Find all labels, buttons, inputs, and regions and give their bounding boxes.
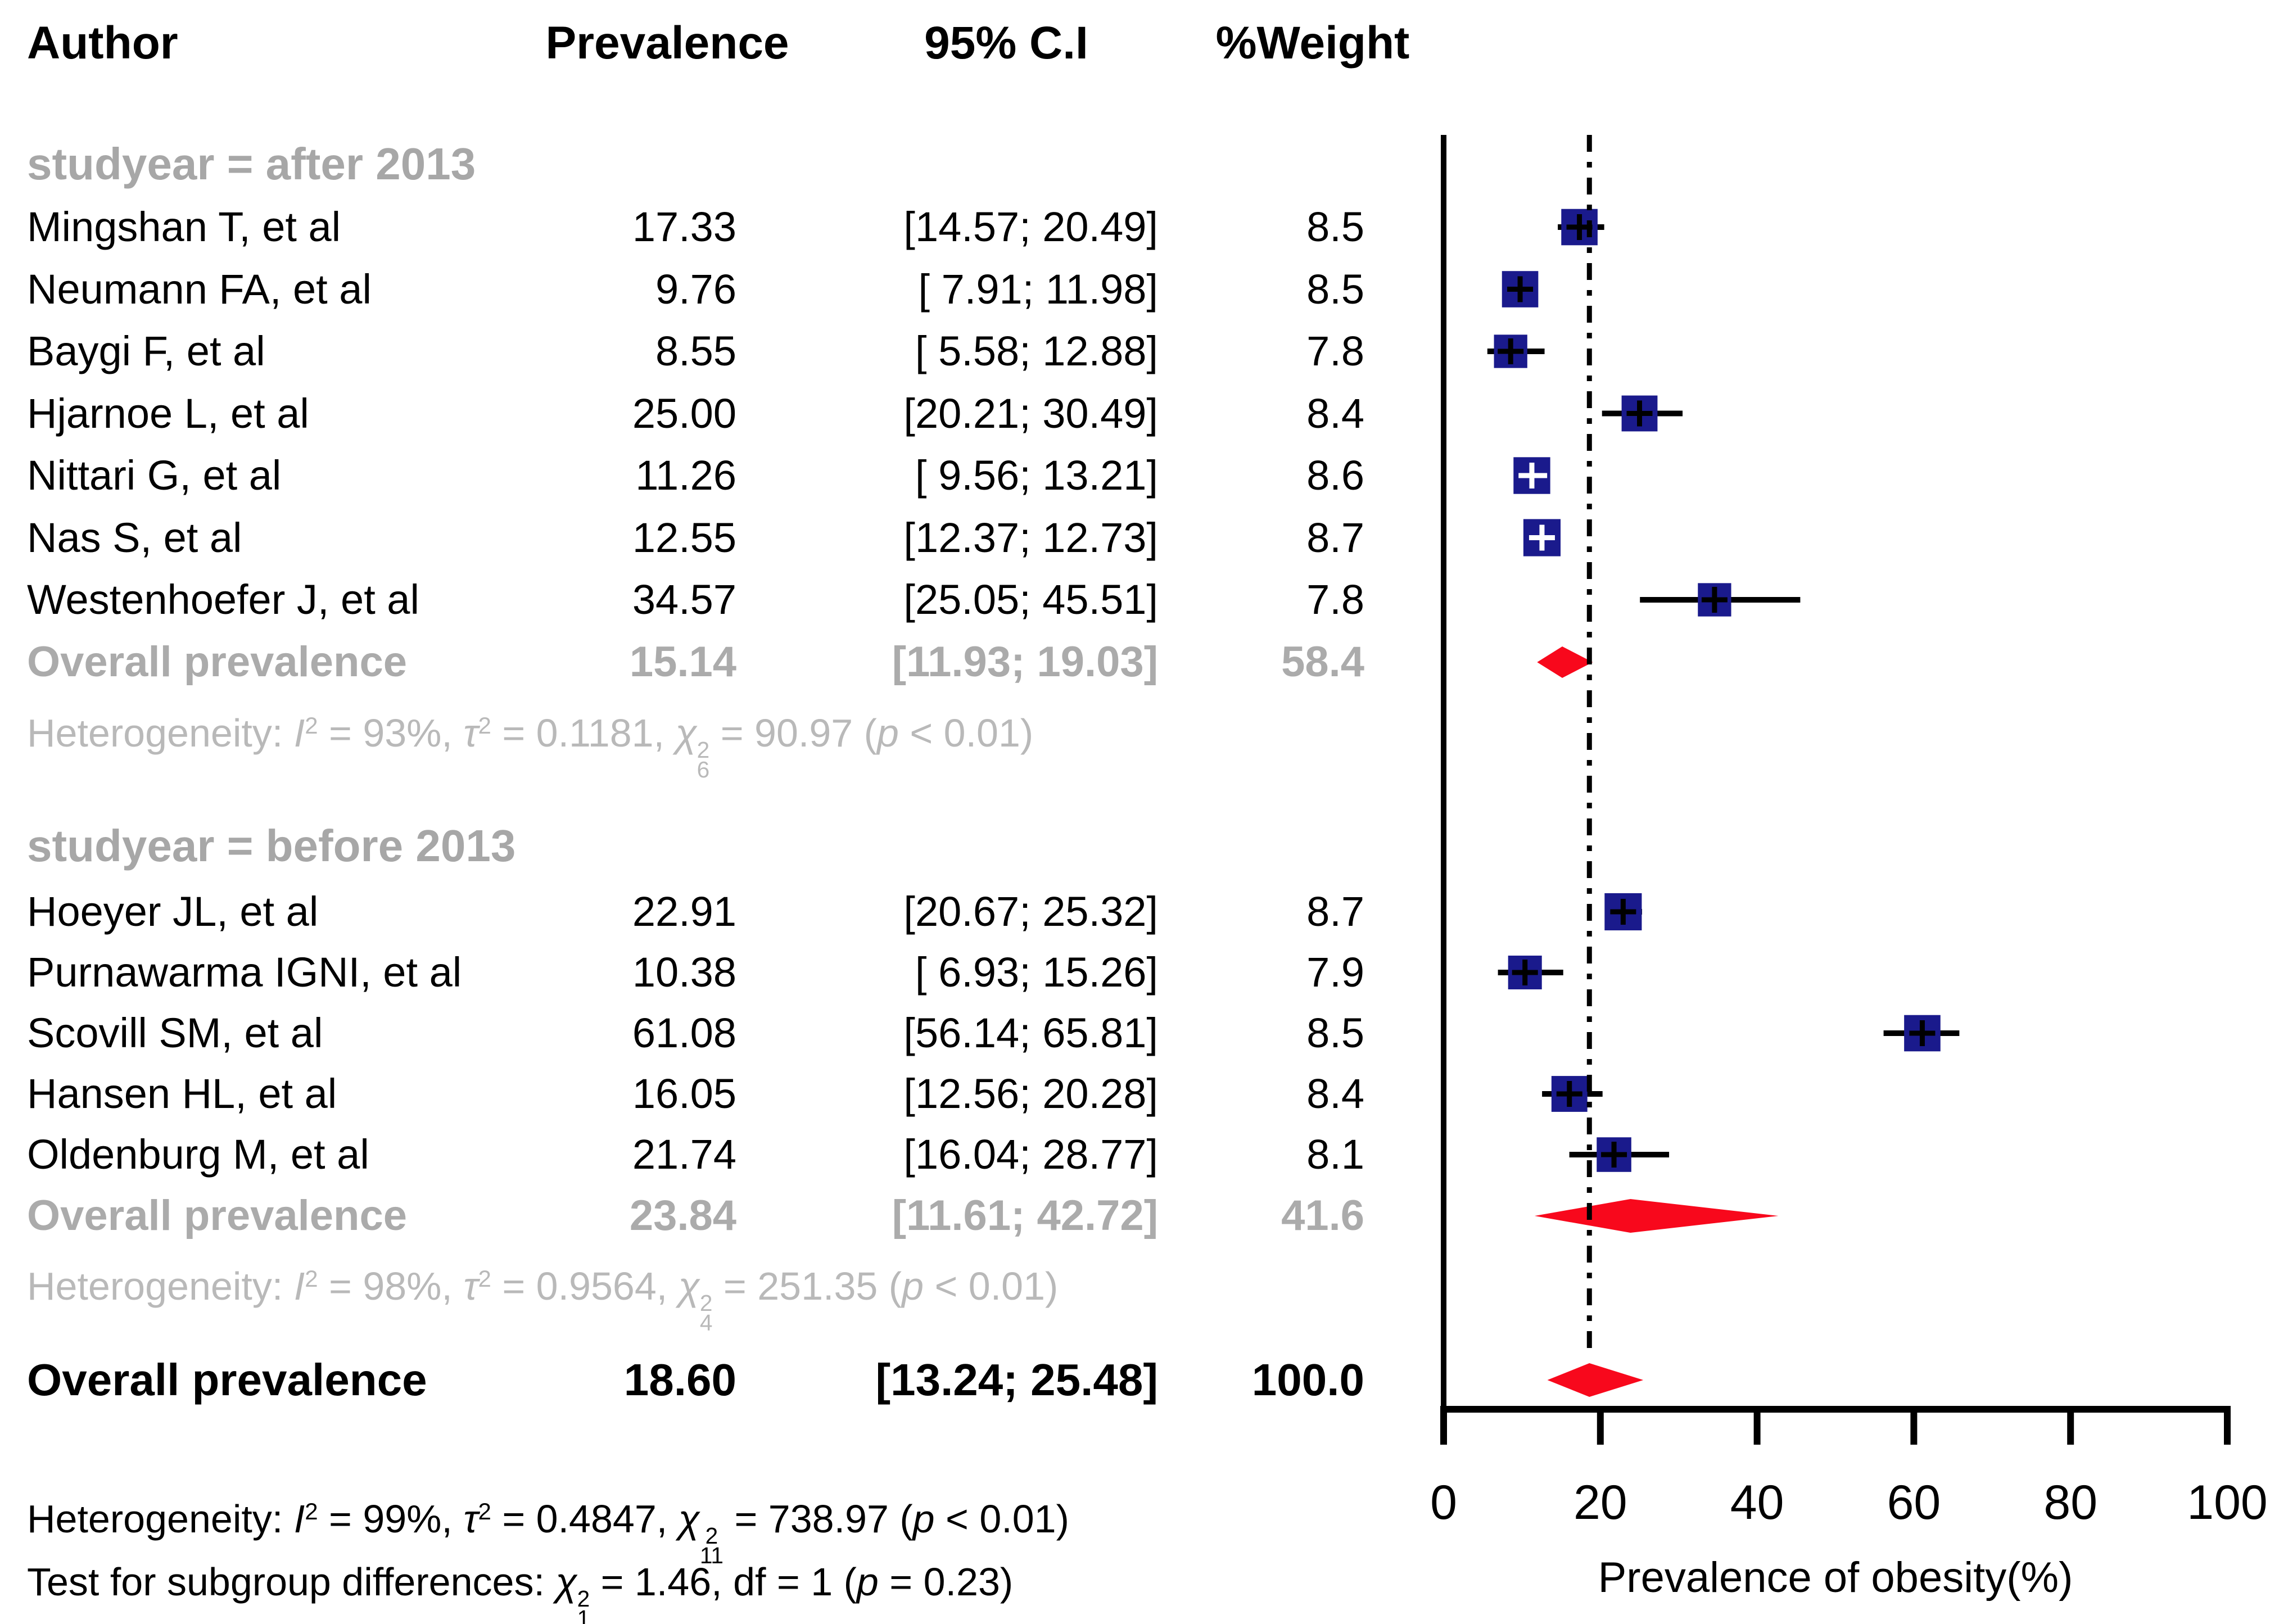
study-row-prevalence: 22.91	[632, 888, 736, 935]
x-tick-label: 100	[2187, 1476, 2268, 1530]
study-row-prevalence: 16.05	[632, 1070, 736, 1117]
study-row-prevalence: 25.00	[632, 390, 736, 437]
study-row-prevalence: 21.74	[632, 1131, 736, 1178]
study-row-ci: [56.14; 65.81]	[903, 1010, 1158, 1056]
study-row-author: Hjarnoe L, et al	[27, 390, 309, 437]
study-row-prevalence: 11.26	[635, 452, 736, 499]
x-tick-label: 60	[1887, 1476, 1941, 1530]
overall-row-weight: 100.0	[1251, 1355, 1364, 1405]
study-row-ci: [ 7.91; 11.98]	[918, 265, 1158, 313]
column-header-ci: 95% C.I	[924, 17, 1088, 69]
study-row-author: Oldenburg M, et al	[27, 1131, 369, 1178]
study-row-weight: 8.1	[1306, 1131, 1364, 1178]
x-tick-label: 40	[1730, 1476, 1784, 1530]
study-row-ci: [12.37; 12.73]	[903, 514, 1158, 561]
study-row-prevalence: 8.55	[655, 328, 736, 374]
study-row-ci: [25.05; 45.51]	[903, 576, 1158, 623]
study-row-ci: [ 5.58; 12.88]	[915, 328, 1158, 374]
overall-row-prevalence: 18.60	[623, 1355, 736, 1405]
overall-row-author: Overall prevalence	[27, 1355, 427, 1405]
study-row-weight: 8.7	[1306, 888, 1364, 935]
study-row-weight: 8.4	[1306, 1070, 1364, 1117]
study-row-ci: [20.21; 30.49]	[903, 390, 1158, 437]
study-row-weight: 8.4	[1306, 390, 1364, 437]
study-row-prevalence: 34.57	[632, 576, 736, 623]
study-row-author: Westenhoefer J, et al	[27, 576, 419, 623]
subgroup-overall-row-prevalence: 15.14	[629, 638, 736, 686]
study-row-author: Scovill SM, et al	[27, 1010, 323, 1056]
column-header-prevalence: Prevalence	[545, 17, 789, 69]
study-row-weight: 8.5	[1306, 265, 1364, 313]
subgroup-overall-row-weight: 41.6	[1281, 1192, 1364, 1240]
subgroup-overall-row-ci: [11.93; 19.03]	[892, 638, 1158, 686]
study-row-prevalence: 61.08	[632, 1010, 736, 1056]
pooled-diamond	[1537, 646, 1593, 678]
x-tick-label: 80	[2043, 1476, 2097, 1530]
study-row-weight: 7.8	[1306, 576, 1364, 623]
x-axis-title: Prevalence of obesity(%)	[1598, 1554, 2073, 1602]
x-tick-label: 20	[1573, 1476, 1627, 1530]
study-row-weight: 7.9	[1306, 949, 1364, 996]
x-tick-label: 0	[1430, 1476, 1457, 1530]
study-row-weight: 8.6	[1306, 452, 1364, 499]
study-row-ci: [20.67; 25.32]	[903, 888, 1158, 935]
study-row-ci: [16.04; 28.77]	[903, 1131, 1158, 1178]
study-row-weight: 7.8	[1306, 328, 1364, 374]
study-row-author: Hoeyer JL, et al	[27, 888, 319, 935]
study-row-author: Hansen HL, et al	[27, 1070, 337, 1117]
subgroup-overall-row-prevalence: 23.84	[629, 1192, 736, 1240]
study-row-ci: [14.57; 20.49]	[903, 203, 1158, 250]
study-row-author: Baygi F, et al	[27, 328, 265, 374]
study-row-author: Purnawarma IGNI, et al	[27, 949, 462, 996]
study-row-weight: 8.7	[1306, 514, 1364, 561]
study-row-ci: [ 6.93; 15.26]	[915, 949, 1158, 996]
study-row-weight: 8.5	[1306, 203, 1364, 250]
study-row-prevalence: 17.33	[632, 203, 736, 250]
study-row-author: Neumann FA, et al	[27, 265, 372, 313]
pooled-diamond	[1547, 1363, 1644, 1397]
column-header-weight: %Weight	[1215, 17, 1410, 69]
study-row-ci: [12.56; 20.28]	[903, 1070, 1158, 1117]
study-row-author: Mingshan T, et al	[27, 203, 341, 250]
study-row-prevalence: 9.76	[655, 265, 736, 313]
study-row-author: Nittari G, et al	[27, 452, 282, 499]
study-row-prevalence: 10.38	[632, 949, 736, 996]
subgroup-overall-row-weight: 58.4	[1281, 638, 1364, 686]
subgroup-overall-row-author: Overall prevalence	[27, 638, 407, 686]
subgroup-overall-row-author: Overall prevalence	[27, 1192, 407, 1240]
study-row-author: Nas S, et al	[27, 514, 242, 561]
group-label: studyear = after 2013	[27, 139, 476, 189]
overall-row-ci: [13.24; 25.48]	[875, 1355, 1158, 1405]
pooled-diamond	[1534, 1199, 1779, 1233]
group-label: studyear = before 2013	[27, 821, 516, 871]
study-row-weight: 8.5	[1306, 1010, 1364, 1056]
subgroup-overall-row-ci: [11.61; 42.72]	[892, 1192, 1158, 1240]
column-header-author: Author	[27, 17, 178, 69]
study-row-prevalence: 12.55	[632, 514, 736, 561]
study-row-ci: [ 9.56; 13.21]	[915, 452, 1158, 499]
